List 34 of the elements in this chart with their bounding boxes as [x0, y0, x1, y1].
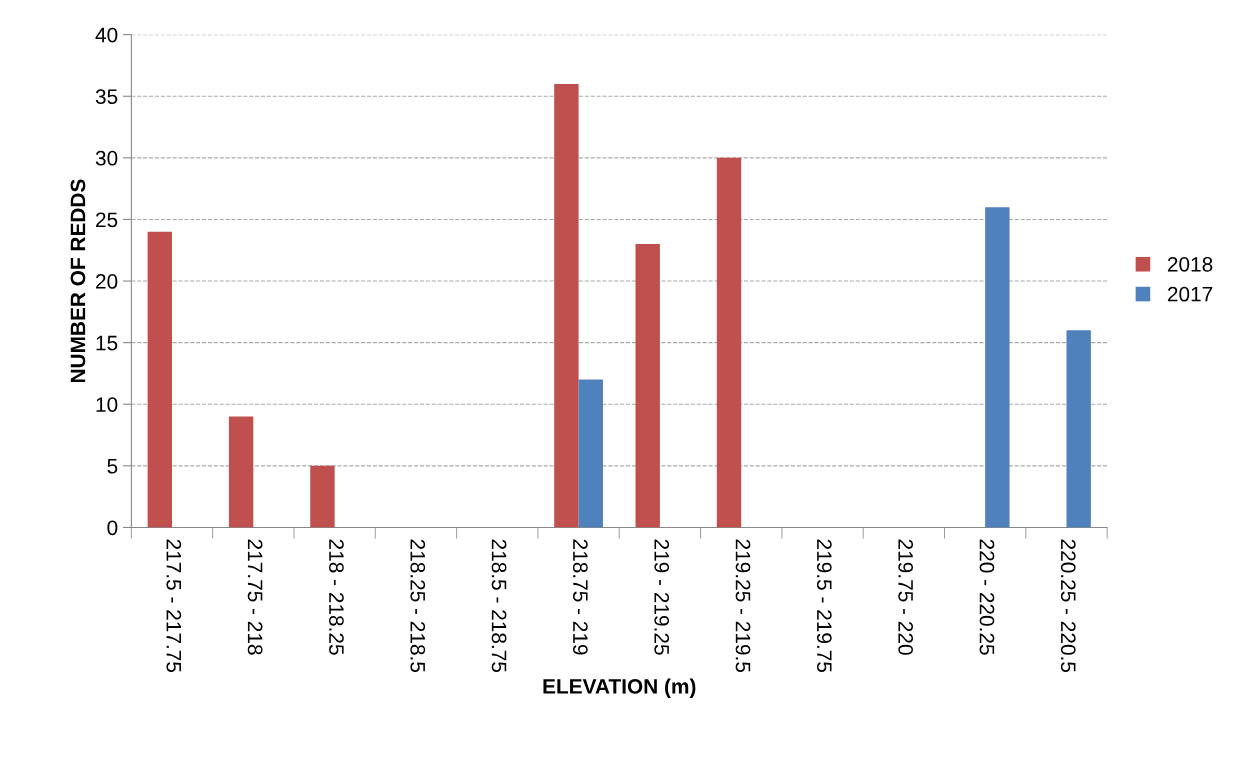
y-tick-label: 30 — [95, 150, 118, 166]
x-tick-label: 220 - 220.25 — [979, 539, 995, 655]
bar — [228, 416, 254, 528]
x-tick-label: 219.75 - 220 — [898, 539, 914, 655]
y-tick-label: 20 — [96, 274, 118, 289]
bar — [716, 157, 742, 528]
bar — [1066, 330, 1091, 528]
y-tick-label: 35 — [95, 89, 118, 104]
x-tick-label: 219 - 219.25 — [654, 539, 670, 655]
x-tick-label: 217.5 - 217.75 — [166, 539, 182, 673]
x-axis-title: ELEVATION (m) — [543, 678, 696, 698]
y-tick-label: 25 — [96, 212, 118, 228]
y-tick-label: 5 — [107, 459, 118, 474]
y-tick-label: 0 — [107, 520, 118, 536]
x-tick-label: 219.25 - 219.5 — [735, 539, 751, 673]
x-tick-label: 218.75 - 219 — [573, 539, 588, 655]
y-tick-label: 15 — [96, 335, 118, 351]
legend-label: 2018 — [1167, 256, 1213, 272]
x-tick-label: 218.25 - 218.5 — [410, 539, 426, 673]
y-tick-label: 10 — [96, 397, 118, 412]
bar — [635, 244, 660, 528]
x-tick-label: 217.75 - 218 — [247, 539, 263, 655]
bar — [147, 231, 173, 528]
y-tick-label: 40 — [95, 27, 118, 43]
bar — [310, 465, 335, 528]
y-axis-title: NUMBER OF REDDS — [70, 179, 86, 383]
legend-label: 2017 — [1167, 286, 1213, 302]
bar — [985, 207, 1010, 528]
bar — [578, 379, 603, 528]
x-tick-label: 218 - 218.25 — [329, 539, 344, 655]
x-tick-label: 220.25 - 220.5 — [1060, 539, 1076, 673]
x-tick-label: 219.5 - 219.75 — [816, 539, 832, 673]
bar — [554, 83, 579, 528]
x-tick-label: 218.5 - 218.75 — [491, 539, 507, 673]
